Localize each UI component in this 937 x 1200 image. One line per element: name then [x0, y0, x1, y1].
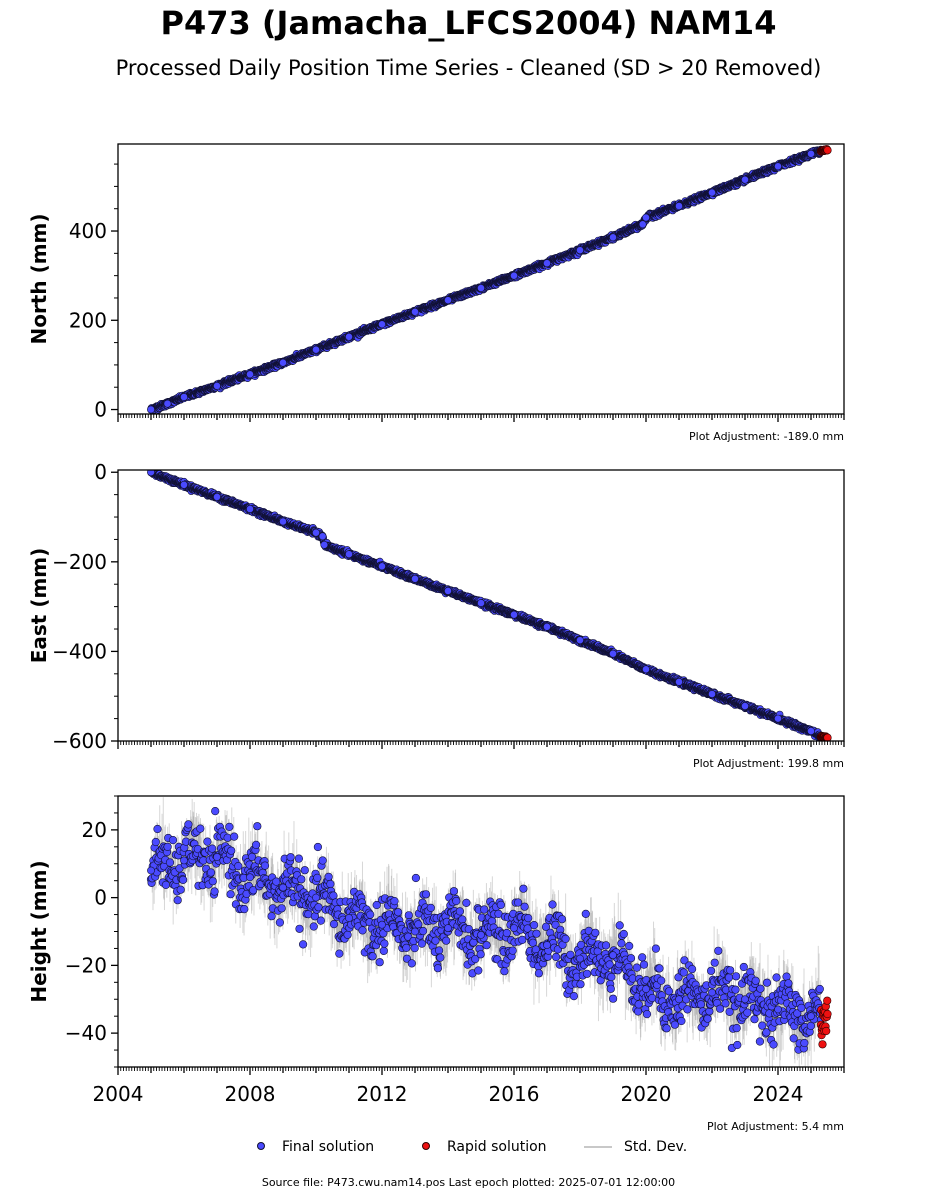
y-tick-label: 200 — [69, 308, 107, 332]
final-solution-point — [213, 381, 221, 390]
rapid-solution-point — [823, 146, 832, 155]
final-solution-points — [147, 470, 825, 741]
final-solution-point — [312, 345, 320, 354]
y-axis-label: North (mm) — [27, 213, 51, 344]
final-solution-point — [708, 188, 716, 197]
final-solution-point — [279, 358, 287, 367]
panel-1: 0 200 400 North (mm) Plot Adjustment: -189.0… — [27, 143, 845, 443]
final-solution-point — [180, 393, 188, 401]
plot-area-1 — [147, 145, 832, 414]
final-solution-point — [345, 332, 353, 341]
final-solution-point — [543, 259, 551, 268]
plot-adjustment-label: Plot Adjustment: -189.0 mm — [689, 430, 844, 443]
final-solution-point — [147, 405, 155, 414]
final-solution-points — [147, 145, 825, 414]
final-solution-point — [774, 162, 782, 171]
final-solution-point — [675, 202, 683, 210]
final-solution-point — [510, 271, 518, 280]
final-solution-point — [444, 296, 452, 305]
final-solution-point — [163, 399, 172, 408]
final-solution-point — [638, 220, 647, 229]
y-tick-label: 0 — [94, 398, 107, 422]
final-solution-point — [378, 320, 386, 329]
final-solution-point — [807, 149, 815, 158]
plot-area-2 — [147, 470, 832, 741]
final-solution-point — [576, 246, 584, 255]
y-tick-label: 400 — [69, 219, 107, 243]
final-solution-point — [246, 370, 254, 379]
chart-subtitle: Processed Daily Position Time Series - C… — [115, 56, 822, 80]
final-solution-point — [411, 307, 419, 316]
final-solution-point — [642, 213, 650, 222]
final-solution-point — [741, 175, 749, 184]
chart-title: P473 (Jamacha_LFCS2004) NAM14 — [160, 4, 777, 42]
final-solution-point — [609, 233, 617, 242]
final-solution-point — [477, 284, 485, 292]
